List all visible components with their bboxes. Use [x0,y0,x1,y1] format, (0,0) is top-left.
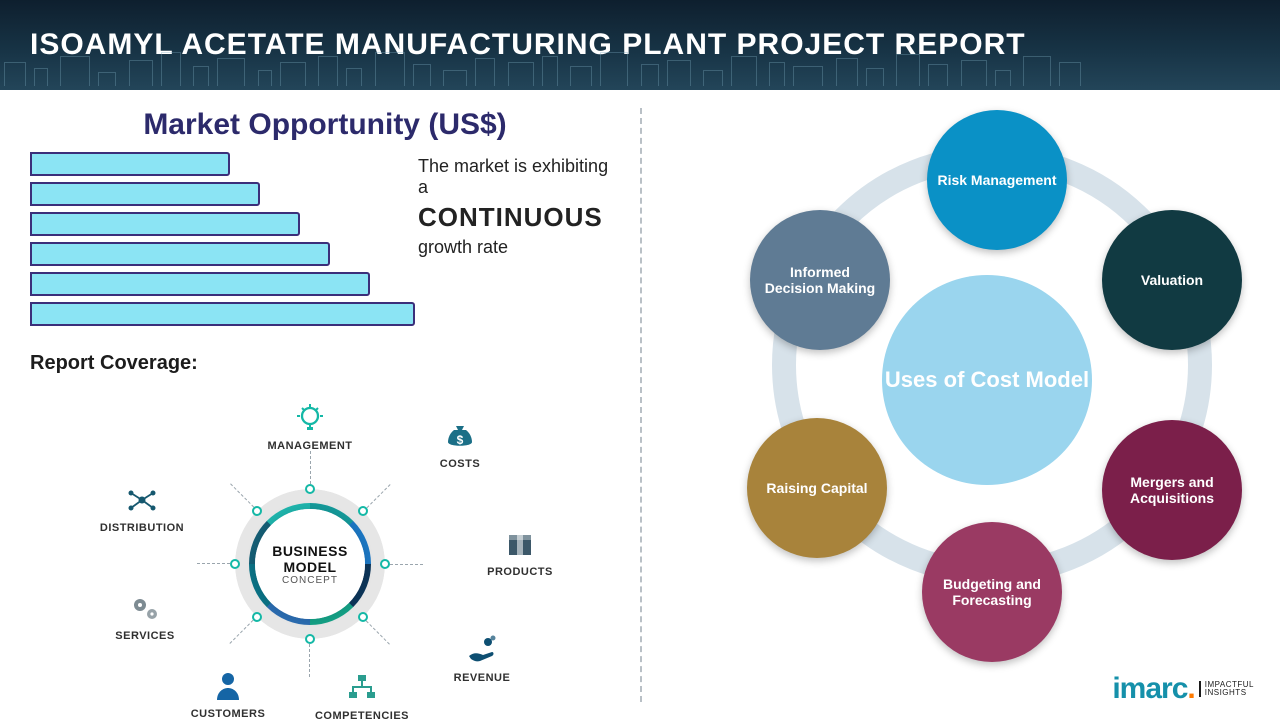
bm-connector-line [385,564,423,565]
money-bag-icon: $ [400,417,520,455]
satellite-circle: Risk Management [927,110,1067,250]
bm-connector-dot [358,612,368,622]
growth-big: CONTINUOUS [418,202,620,233]
bm-node-label: REVENUE [422,672,542,684]
bm-connector-line [362,617,390,645]
box-icon [460,525,580,563]
bm-node-revenue: REVENUE [422,631,542,684]
market-growth-text: The market is exhibiting a CONTINUOUS gr… [418,156,620,258]
growth-bar [30,272,370,296]
uses-center-circle: Uses of Cost Model [882,275,1092,485]
growth-bar [30,242,330,266]
org-chart-icon [302,669,422,707]
bm-node-label: CUSTOMERS [168,708,288,720]
bm-connector-dot [380,559,390,569]
brand-logo: imarc. IMPACTFUL INSIGHTS [1112,672,1254,706]
bm-connector-dot [230,559,240,569]
bm-connector-dot [252,612,262,622]
right-panel: Uses of Cost Model Risk ManagementValuat… [642,90,1280,720]
business-model-diagram: BUSINESS MODEL CONCEPT MANAGEMENT $ COSTS P… [30,369,590,699]
content: Market Opportunity (US$) The market is e… [0,90,1280,720]
satellite-circle: Valuation [1102,210,1242,350]
brand-dot-icon: . [1187,672,1194,705]
growth-bar [30,212,300,236]
satellite-circle: Raising Capital [747,418,887,558]
satellite-circle: Mergers and Acquisitions [1102,420,1242,560]
bm-node-label: COMPETENCIES [302,710,422,722]
header: ISOAMYL ACETATE MANUFACTURING PLANT PROJ… [0,0,1280,90]
left-panel: Market Opportunity (US$) The market is e… [0,90,640,720]
bm-connector-dot [252,506,262,516]
bm-node-label: COSTS [400,458,520,470]
satellite-circle: Informed Decision Making [750,210,890,350]
uses-center-label: Uses of Cost Model [885,367,1089,393]
bm-node-customers: CUSTOMERS [168,667,288,720]
network-icon [82,481,202,519]
satellite-circle: Budgeting and Forecasting [922,522,1062,662]
bm-node-label: PRODUCTS [460,566,580,578]
bm-node-services: SERVICES [85,589,205,642]
bm-connector-dot [358,506,368,516]
person-icon [168,667,288,705]
bm-center-line1: BUSINESS [272,543,348,559]
svg-text:$: $ [457,433,464,447]
bm-center-line2: MODEL [283,559,336,575]
bm-node-label: SERVICES [85,630,205,642]
bm-node-management: MANAGEMENT [250,399,370,452]
bm-node-products: PRODUCTS [460,525,580,578]
bm-node-costs: $ COSTS [400,417,520,470]
business-model-center: BUSINESS MODEL CONCEPT [255,509,365,619]
bm-connector-dot [305,634,315,644]
growth-tail: growth rate [418,237,508,257]
bm-node-label: MANAGEMENT [250,440,370,452]
gears-icon [85,589,205,627]
growth-bar [30,152,230,176]
bm-node-label: DISTRIBUTION [82,522,202,534]
market-opportunity-title: Market Opportunity (US$) [30,108,620,142]
brand-name: imarc. [1112,672,1194,706]
bm-connector-dot [305,484,315,494]
growth-bar-chart [30,152,400,332]
growth-bar [30,302,415,326]
bm-center-sub: CONCEPT [282,575,338,586]
gear-bulb-icon [250,399,370,437]
bm-node-competencies: COMPETENCIES [302,669,422,722]
growth-lead: The market is exhibiting a [418,156,608,197]
brand-tagline: IMPACTFUL INSIGHTS [1199,681,1254,697]
growth-bar [30,182,260,206]
skyline-decoration [0,52,1280,90]
hand-coin-icon [422,631,542,669]
bm-node-distribution: DISTRIBUTION [82,481,202,534]
